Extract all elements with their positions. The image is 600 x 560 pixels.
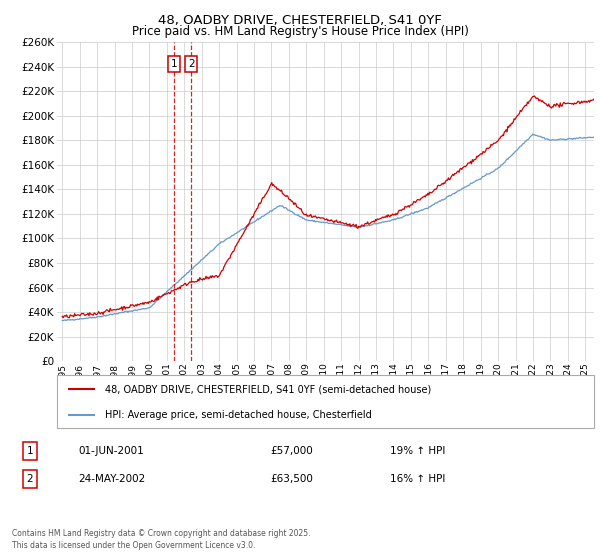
- Text: 1: 1: [171, 59, 178, 69]
- Text: Contains HM Land Registry data © Crown copyright and database right 2025.
This d: Contains HM Land Registry data © Crown c…: [12, 529, 311, 550]
- Text: 48, OADBY DRIVE, CHESTERFIELD, S41 0YF (semi-detached house): 48, OADBY DRIVE, CHESTERFIELD, S41 0YF (…: [106, 384, 431, 394]
- FancyBboxPatch shape: [57, 375, 594, 428]
- Text: 48, OADBY DRIVE, CHESTERFIELD, S41 0YF: 48, OADBY DRIVE, CHESTERFIELD, S41 0YF: [158, 14, 442, 27]
- Text: 19% ↑ HPI: 19% ↑ HPI: [390, 446, 445, 456]
- Text: 2: 2: [26, 474, 34, 484]
- Text: 1: 1: [26, 446, 34, 456]
- Text: £63,500: £63,500: [270, 474, 313, 484]
- Text: 01-JUN-2001: 01-JUN-2001: [78, 446, 144, 456]
- Text: 24-MAY-2002: 24-MAY-2002: [78, 474, 145, 484]
- Text: HPI: Average price, semi-detached house, Chesterfield: HPI: Average price, semi-detached house,…: [106, 410, 372, 420]
- Text: 2: 2: [188, 59, 194, 69]
- Text: £57,000: £57,000: [270, 446, 313, 456]
- Text: Price paid vs. HM Land Registry's House Price Index (HPI): Price paid vs. HM Land Registry's House …: [131, 25, 469, 38]
- Text: 16% ↑ HPI: 16% ↑ HPI: [390, 474, 445, 484]
